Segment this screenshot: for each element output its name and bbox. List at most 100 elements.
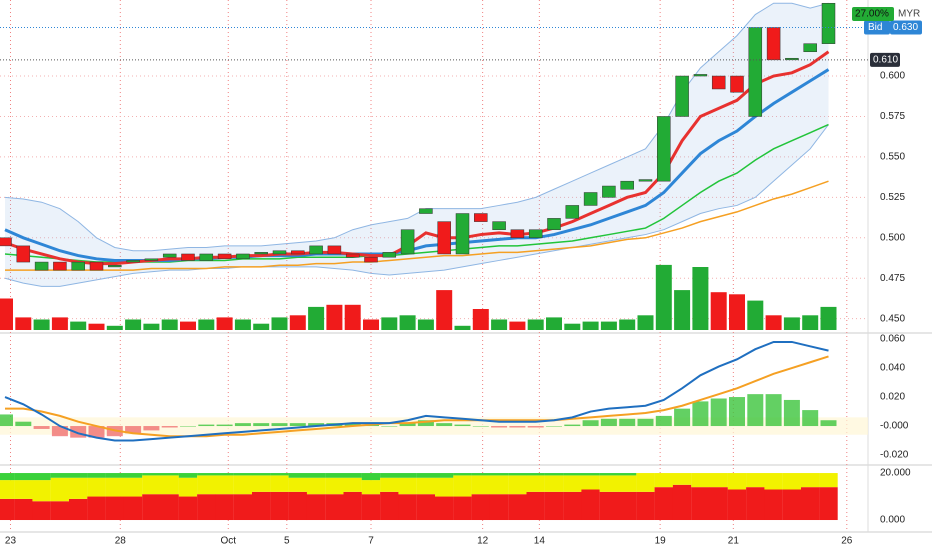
- stacked-bar: [32, 480, 51, 502]
- volume-bar: [381, 317, 398, 330]
- stacked-bar: [178, 473, 198, 478]
- volume-bar: [399, 315, 416, 330]
- volume-bar: [125, 319, 142, 330]
- bid-name: Bid: [868, 22, 882, 33]
- stacked-bar: [398, 477, 417, 495]
- y-tick-label: -0.020: [880, 450, 909, 461]
- stacked-bar: [343, 473, 362, 478]
- candle-body: [565, 205, 580, 219]
- volume-bar: [436, 290, 453, 330]
- stacked-bar: [489, 494, 509, 521]
- stacked-bar: [215, 475, 234, 495]
- stacked-bar: [288, 477, 307, 492]
- volume-bar: [802, 315, 819, 330]
- candle-body: [693, 74, 708, 77]
- stacked-bar: [50, 473, 70, 478]
- stacked-bar: [581, 489, 600, 521]
- candle-body: [217, 253, 232, 260]
- volume-bar: [271, 317, 288, 330]
- histogram-bar: [417, 420, 434, 427]
- stacked-bar: [0, 480, 15, 499]
- stacked-bar: [160, 494, 179, 521]
- candle-body: [602, 185, 616, 198]
- change-label: 27.00%: [855, 9, 889, 20]
- volume-bar: [70, 321, 87, 330]
- stacked-bar: [233, 473, 253, 476]
- volume-bar: [546, 317, 562, 330]
- candle-body: [236, 253, 250, 260]
- histogram-bar: [692, 401, 709, 427]
- candle-body: [400, 229, 415, 255]
- volume-bar: [527, 319, 544, 330]
- candle-body: [766, 27, 781, 61]
- histogram-bar: [619, 418, 636, 427]
- histogram-bar: [253, 423, 270, 427]
- stacked-bar: [782, 489, 802, 521]
- stacked-bar: [160, 475, 179, 495]
- stacked-bar: [69, 477, 88, 499]
- stacked-bar: [306, 494, 326, 521]
- stacked-bar: [105, 496, 124, 521]
- y-tick-label: -0.000: [880, 421, 909, 432]
- volume-bar: [509, 321, 526, 330]
- stacked-bar: [32, 473, 51, 481]
- stacked-bar: [654, 473, 673, 488]
- stacked-bar: [526, 475, 545, 492]
- y-tick-label: 0.000: [880, 515, 905, 526]
- bid-label: 0.630: [893, 22, 918, 33]
- stacked-bar: [270, 473, 289, 476]
- stacked-bar: [764, 489, 783, 521]
- candle-body: [638, 179, 653, 182]
- stacked-bar: [471, 475, 490, 495]
- stacked-bar: [14, 473, 33, 481]
- candle-body: [730, 75, 744, 93]
- candle-body: [254, 252, 268, 255]
- stacked-bar: [672, 484, 692, 521]
- histogram-bar: [234, 423, 251, 427]
- candle-body: [34, 261, 49, 271]
- stacked-bar: [453, 475, 472, 497]
- y-tick-label: 0.475: [880, 273, 905, 284]
- candle-body: [108, 265, 122, 268]
- y-tick-label: 0.500: [880, 232, 905, 243]
- candle-body: [327, 245, 342, 255]
- stacked-bar: [727, 489, 747, 521]
- x-tick-label: 26: [841, 536, 853, 547]
- volume-bar: [180, 321, 196, 330]
- volume-bar: [0, 298, 13, 330]
- volume-bar: [216, 317, 233, 330]
- histogram-bar: [729, 397, 745, 427]
- histogram-bar: [125, 426, 142, 434]
- histogram-bar: [674, 408, 691, 427]
- stacked-bar: [361, 473, 381, 481]
- stacked-bar: [435, 477, 454, 497]
- candle-body: [16, 245, 31, 263]
- stacked-bar: [69, 473, 88, 478]
- volume-bar: [783, 317, 800, 330]
- moving-average: [5, 180, 829, 271]
- histogram-bar: [308, 423, 325, 427]
- volume-bar: [326, 304, 343, 330]
- stacked-bar: [197, 494, 216, 521]
- macd-line: [4, 340, 829, 442]
- stacked-bar: [123, 473, 143, 478]
- histogram-bar: [509, 426, 526, 428]
- stacked-bar: [563, 491, 582, 521]
- stacked-bar: [691, 487, 710, 521]
- histogram-bar: [600, 418, 617, 427]
- stacked-bar: [471, 494, 490, 521]
- stacked-bar: [526, 473, 545, 476]
- stacked-bar: [325, 473, 344, 478]
- histogram-bar: [0, 414, 13, 427]
- stacked-bar: [636, 491, 655, 521]
- stacked-bar: [325, 477, 344, 495]
- y-tick-label: 0.575: [880, 111, 905, 122]
- stacked-bar: [105, 477, 124, 497]
- stacked-bar: [801, 473, 820, 488]
- y-tick-label: 0.040: [880, 363, 905, 374]
- y-tick-label: 20.000: [880, 468, 911, 479]
- histogram-bar: [820, 420, 837, 427]
- stacked-bar: [416, 477, 436, 495]
- stacked-bar: [288, 491, 307, 521]
